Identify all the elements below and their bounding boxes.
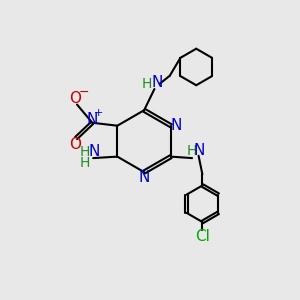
Text: O: O <box>69 137 81 152</box>
Text: +: + <box>94 108 104 118</box>
Text: N: N <box>89 144 100 159</box>
Text: N: N <box>194 143 205 158</box>
Text: −: − <box>78 85 89 99</box>
Text: O: O <box>70 91 82 106</box>
Text: N: N <box>138 170 150 185</box>
Text: H: H <box>80 145 90 159</box>
Text: H: H <box>80 155 90 170</box>
Text: N: N <box>170 118 182 133</box>
Text: H: H <box>142 77 152 91</box>
Text: N: N <box>151 75 163 90</box>
Text: Cl: Cl <box>195 229 210 244</box>
Text: H: H <box>187 144 197 158</box>
Text: N: N <box>87 112 98 127</box>
